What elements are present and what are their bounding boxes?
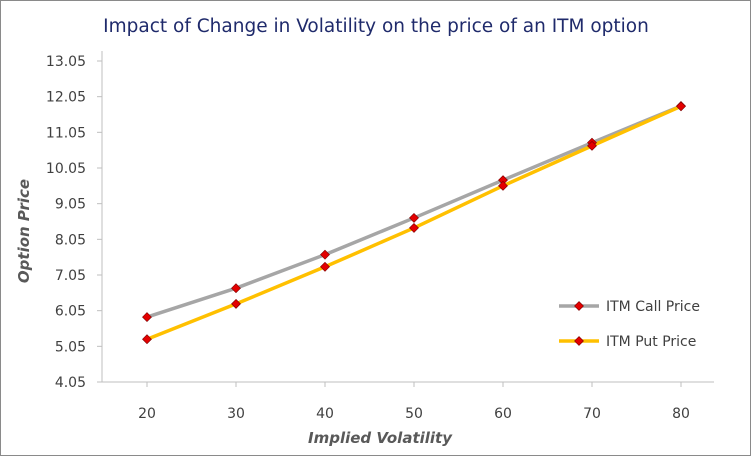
y-tick-label: 13.05 [46, 54, 86, 70]
x-tick-label: 70 [583, 406, 601, 422]
y-tick-label: 7.05 [55, 268, 86, 284]
data-point-itm-call [142, 312, 152, 323]
data-point-itm-put [231, 298, 241, 309]
y-tick-label: 11.05 [46, 125, 86, 141]
y-tick-label: 8.05 [55, 232, 86, 248]
y-tick-label: 12.05 [46, 90, 86, 106]
series-layer [142, 101, 686, 345]
x-tick-label: 20 [138, 406, 156, 422]
data-point-itm-put [498, 180, 508, 191]
data-point-itm-call [409, 213, 419, 223]
x-tick-labels: 20 30 40 50 60 70 80 [138, 382, 690, 422]
y-axis-label: Option Price [15, 179, 33, 283]
data-point-itm-put [320, 261, 330, 272]
x-axis-label: Implied Volatility [308, 429, 453, 447]
data-point-itm-call [320, 249, 330, 260]
x-tick-label: 40 [316, 406, 334, 422]
y-tick-label: 6.05 [55, 304, 86, 320]
data-point-itm-put [587, 140, 597, 151]
series-line-itm-call [146, 104, 682, 319]
axes [101, 51, 714, 383]
legend-marker [574, 336, 584, 346]
data-point-itm-call [231, 283, 241, 294]
x-tick-label: 60 [494, 406, 512, 422]
y-tick-labels: 4.05 5.05 6.05 7.05 8.05 9.05 10.05 11.05 12.05 1… [46, 54, 102, 391]
x-tick-label: 50 [405, 406, 423, 422]
y-tick-label: 4.05 [55, 375, 86, 391]
chart-title: Impact of Change in Volatility on the pr… [103, 16, 649, 37]
data-point-itm-put [142, 334, 152, 345]
legend: ITM Call Price ITM Put Price [559, 299, 700, 350]
legend-label: ITM Call Price [606, 299, 700, 315]
data-point-itm-put [676, 101, 686, 112]
legend-label: ITM Put Price [606, 334, 696, 350]
y-tick-label: 9.05 [55, 197, 86, 213]
data-point-itm-put [409, 222, 419, 233]
x-tick-label: 80 [672, 406, 690, 422]
y-tick-label: 5.05 [55, 339, 86, 355]
x-tick-label: 30 [227, 406, 245, 422]
y-tick-label: 10.05 [46, 161, 86, 177]
legend-marker [574, 301, 584, 311]
